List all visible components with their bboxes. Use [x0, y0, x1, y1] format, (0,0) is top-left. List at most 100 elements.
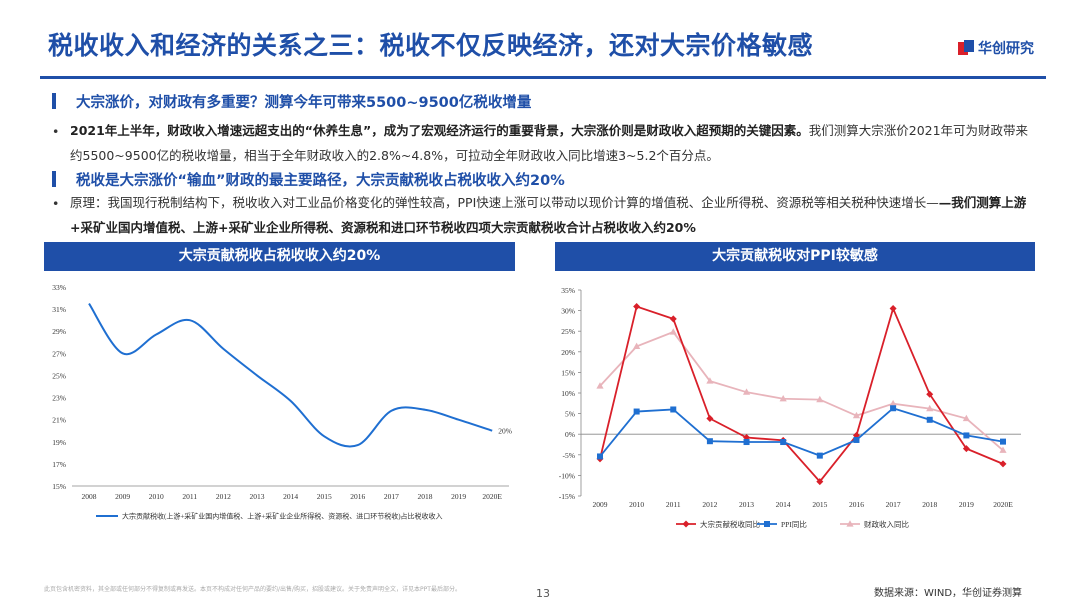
- left-y-tick-label: 17%: [52, 460, 66, 469]
- left-x-tick-label: 2018: [418, 492, 433, 501]
- right-x-tick-label: 2017: [886, 500, 901, 509]
- paragraph-emphasis: —我们测算上游+采矿业国内增值税、上游+采矿业企业所得税、资源税和进口环节税收四…: [70, 195, 1027, 235]
- right-data-point: [852, 411, 861, 419]
- right-chart-title: 大宗贡献税收对PPI较敏感: [555, 242, 1035, 271]
- right-data-point: [670, 406, 677, 413]
- right-x-tick-label: 2015: [812, 500, 827, 509]
- left-x-tick-label: 2014: [283, 492, 298, 501]
- right-data-point: [853, 436, 860, 443]
- right-x-tick-label: 2020E: [993, 500, 1013, 509]
- left-y-tick-label: 15%: [52, 482, 66, 491]
- left-y-tick-label: 23%: [52, 394, 66, 403]
- right-data-point: [633, 408, 640, 415]
- title-divider: [40, 76, 1046, 79]
- right-y-tick-label: 20%: [561, 348, 575, 357]
- data-source: 数据来源：WIND，华创证券测算: [874, 588, 1023, 599]
- right-y-tick-label: -15%: [559, 492, 575, 501]
- right-data-point: [816, 452, 823, 459]
- right-data-point: [926, 390, 934, 398]
- left-y-tick-label: 31%: [52, 305, 66, 314]
- right-legend-marker: [846, 520, 854, 527]
- right-data-point: [633, 302, 641, 310]
- left-y-tick-label: 19%: [52, 438, 66, 447]
- paragraph-emphasis: 2021年上半年，财政收入增速远超支出的“休养生息”，成为了宏观经济运行的重要背…: [70, 123, 809, 138]
- left-x-tick-label: 2019: [451, 492, 466, 501]
- left-x-tick-label: 2012: [216, 492, 231, 501]
- right-data-point: [889, 305, 897, 313]
- right-data-point: [816, 395, 824, 403]
- right-y-tick-label: -10%: [559, 471, 575, 480]
- left-y-tick-label: 33%: [52, 283, 66, 292]
- right-data-point: [816, 478, 824, 486]
- right-data-point: [999, 460, 1007, 468]
- right-data-point: [742, 388, 751, 395]
- right-y-tick-label: 15%: [561, 368, 575, 377]
- right-data-point: [706, 415, 714, 423]
- page-number: 13: [536, 587, 550, 600]
- section-paragraph-1: 2021年上半年，财政收入增速远超支出的“休养生息”，成为了宏观经济运行的重要背…: [70, 118, 1040, 168]
- right-series-line-2: [599, 330, 1004, 451]
- right-data-point: [669, 315, 677, 323]
- right-x-tick-label: 2009: [593, 500, 608, 509]
- paragraph-text: 我们测算大宗涨价2021年可为财政带来约5500~9500亿的税收增量，相当于全…: [70, 123, 1029, 163]
- left-x-tick-label: 2008: [82, 492, 97, 501]
- right-x-tick-label: 2013: [739, 500, 754, 509]
- right-data-point: [633, 342, 641, 350]
- section-heading-2: 税收是大宗涨价“输血”财政的最主要路径，大宗贡献税收占税收收入约20%: [76, 173, 565, 189]
- bullet-icon: •: [52, 124, 60, 139]
- right-legend-marker: [764, 521, 770, 527]
- left-x-tick-label: 2009: [115, 492, 130, 501]
- right-x-tick-label: 2011: [666, 500, 681, 509]
- left-legend-label: 大宗贡献税收(上游+采矿业国内增值税、上游+采矿业企业所得税、资源税、进口环节税…: [122, 512, 443, 521]
- right-data-point: [596, 382, 604, 389]
- left-x-tick-label: 2010: [149, 492, 164, 501]
- right-x-tick-label: 2010: [629, 500, 644, 509]
- right-legend-label: PPI同比: [781, 519, 807, 529]
- disclaimer-text: 此页包含机密资料，其全部或任何部分不得复制或再发送。本页不构成对任何产品的要约/…: [44, 586, 461, 593]
- right-data-point: [926, 404, 934, 412]
- right-data-point: [962, 414, 970, 422]
- left-series-line: [88, 303, 493, 448]
- right-x-tick-label: 2019: [959, 500, 974, 509]
- right-y-tick-label: 35%: [561, 286, 575, 295]
- logo-text: 华创研究: [978, 41, 1034, 57]
- section-paragraph-2: 原理：我国现行税制结构下，税收收入对工业品价格变化的弹性较高，PPI快速上涨可以…: [70, 190, 1040, 240]
- right-data-point: [999, 446, 1007, 453]
- left-data-label: 20%: [498, 427, 512, 436]
- right-y-tick-label: 5%: [565, 410, 575, 419]
- left-chart-title: 大宗贡献税收占税收收入约20%: [44, 242, 515, 271]
- paragraph-text: 原理：我国现行税制结构下，税收收入对工业品价格变化的弹性较高，PPI快速上涨可以…: [70, 195, 939, 210]
- left-x-tick-label: 2013: [250, 492, 265, 501]
- right-data-point: [963, 432, 970, 439]
- section-heading-1: 大宗涨价，对财政有多重要？测算今年可带来5500~9500亿税收增量: [76, 95, 532, 111]
- right-data-point: [1000, 438, 1006, 445]
- right-data-point: [597, 453, 603, 460]
- right-data-point: [669, 328, 677, 335]
- right-data-point: [962, 445, 970, 453]
- page-title: 税收收入和经济的关系之三：税收不仅反映经济，还对大宗价格敏感: [48, 31, 814, 60]
- right-data-point: [889, 399, 897, 407]
- left-y-tick-label: 21%: [52, 416, 66, 425]
- right-y-tick-label: 0%: [565, 430, 575, 439]
- right-x-tick-label: 2018: [922, 500, 937, 509]
- right-y-tick-label: 10%: [561, 389, 575, 398]
- left-y-tick-label: 25%: [52, 371, 66, 380]
- right-legend-label: 财政收入同比: [864, 519, 909, 529]
- right-data-point: [779, 394, 787, 402]
- right-x-tick-label: 2014: [776, 500, 791, 509]
- right-x-tick-label: 2016: [849, 500, 864, 509]
- right-series-line-0: [599, 305, 1004, 483]
- right-series-line-1: [599, 407, 1004, 458]
- right-y-tick-label: -5%: [563, 451, 576, 460]
- left-x-tick-label: 2015: [317, 492, 332, 501]
- left-y-tick-label: 27%: [52, 349, 66, 358]
- right-data-point: [926, 416, 933, 423]
- bullet-icon: •: [52, 196, 60, 211]
- right-y-tick-label: 30%: [561, 307, 575, 316]
- section-marker: [52, 171, 56, 187]
- right-legend-label: 大宗贡献税收同比: [700, 519, 760, 529]
- right-data-point: [706, 438, 713, 445]
- left-x-tick-label: 2017: [384, 492, 399, 501]
- right-data-point: [743, 439, 750, 446]
